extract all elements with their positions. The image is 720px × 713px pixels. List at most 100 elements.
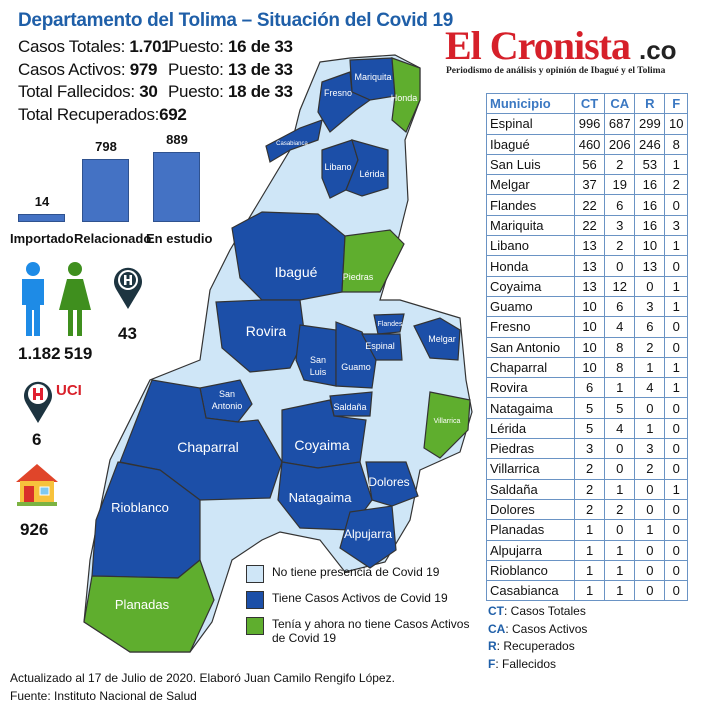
cell-value: 1 — [664, 235, 688, 257]
map-label-honda: Honda — [391, 93, 418, 103]
cell-value: 1 — [664, 377, 688, 399]
map-label-alpujarra: Alpujarra — [344, 527, 392, 541]
cell-value: 0 — [634, 275, 666, 297]
cell-value: 246 — [634, 133, 666, 155]
rank-label: Puesto: — [168, 37, 228, 56]
municipality-name: Espinal — [486, 113, 575, 135]
municipality-name: Rovira — [486, 377, 575, 399]
logo-name: El Cronista — [445, 23, 631, 68]
table-row: Chaparral 10 8 1 1 — [486, 356, 688, 379]
municipality-name: Ibagué — [486, 133, 575, 155]
municipality-name: Libano — [486, 235, 575, 257]
map-espinal — [360, 333, 403, 361]
cell-value: 8 — [604, 356, 636, 379]
map-dolores — [365, 461, 419, 507]
cell-value: 0 — [634, 478, 666, 500]
map-legend: No tiene presencia de Covid 19 Tiene Cas… — [246, 565, 476, 653]
table-row: Mariquita 22 3 16 3 — [486, 214, 688, 237]
men-count: 1.182 — [18, 344, 61, 363]
table-row: Coyaima 13 12 0 1 — [486, 275, 688, 297]
map-label-rioblanco: Rioblanco — [111, 500, 169, 515]
municipality-name: Piedras — [486, 438, 575, 460]
municipality-name: Honda — [486, 255, 575, 277]
cell-value: 37 — [573, 174, 606, 196]
cell-value: 1 — [573, 519, 606, 541]
map-label-fresno: Fresno — [324, 88, 352, 98]
cell-value: 1 — [604, 377, 636, 399]
cell-value: 4 — [604, 417, 636, 440]
cell-value: 0 — [664, 458, 688, 480]
cell-value: 299 — [634, 113, 666, 135]
cell-value: 16 — [634, 194, 666, 216]
cell-value: 0 — [604, 255, 636, 277]
municipality-name: Lérida — [486, 417, 575, 440]
bar-importado — [18, 214, 65, 222]
map-flandes — [373, 313, 405, 335]
cell-value: 6 — [573, 377, 606, 399]
cell-value: 1 — [604, 539, 636, 561]
column-header: F — [664, 92, 688, 115]
cell-value: 2 — [634, 336, 666, 358]
cell-value: 0 — [664, 580, 688, 602]
cell-value: 13 — [573, 235, 606, 257]
map-piedras — [341, 229, 405, 293]
cell-value: 0 — [664, 194, 688, 216]
footer-updated: Actualizado al 17 de Julio de 2020. Elab… — [10, 671, 395, 685]
table-row: Flandes 22 6 16 0 — [486, 194, 688, 216]
cell-value: 996 — [573, 113, 606, 135]
map-label-chaparral: Chaparral — [177, 439, 238, 455]
stat-value: 979 — [129, 59, 158, 79]
cell-value: 8 — [664, 133, 688, 155]
rank-value: 13 de 33 — [227, 59, 293, 79]
map-label-natagaima: Natagaima — [289, 490, 353, 505]
map-lerida — [345, 139, 389, 197]
cell-value: 22 — [573, 214, 606, 237]
uci-count: 6 — [32, 430, 42, 449]
cell-value: 1 — [604, 478, 636, 500]
bar-en-estudio — [153, 152, 200, 222]
column-header: R — [634, 92, 666, 115]
table-row: San Luis 56 2 53 1 — [486, 153, 688, 176]
cell-value: 1 — [664, 295, 688, 318]
cell-value: 0 — [604, 438, 636, 460]
table-row: Espinal 996 687 299 10 — [486, 113, 688, 135]
cell-value: 3 — [664, 214, 688, 237]
map-label-sanluis-2: Luis — [310, 367, 327, 377]
cell-value: 5 — [604, 397, 636, 419]
cell-value: 1 — [604, 580, 636, 602]
rank-label: Puesto: — [168, 82, 228, 101]
cell-value: 53 — [634, 153, 666, 176]
stat-label: Casos Totales: — [18, 37, 130, 56]
table-row: Fresno 10 4 6 0 — [486, 316, 688, 338]
stat-value: 30 — [139, 82, 158, 101]
table-row: Melgar 37 19 16 2 — [486, 174, 688, 196]
table-row: Piedras 3 0 3 0 — [486, 438, 688, 460]
woman-icon — [59, 262, 91, 336]
legend-item: Tenía y ahora no tiene Casos Activos de … — [246, 617, 476, 645]
cell-value: 1 — [634, 356, 666, 379]
cell-value: 1 — [604, 559, 636, 582]
cell-value: 5 — [573, 397, 606, 419]
map-label-mariquita: Mariquita — [354, 72, 391, 82]
cell-value: 0 — [664, 519, 688, 541]
legend-item: No tiene presencia de Covid 19 — [246, 565, 476, 583]
map-label-sanluis-1: San — [310, 355, 326, 365]
cell-value: 10 — [573, 316, 606, 338]
cell-value: 0 — [634, 580, 666, 602]
footer-source: Fuente: Instituto Nacional de Salud — [10, 689, 197, 703]
cell-value: 3 — [634, 438, 666, 460]
municipality-name: Flandes — [486, 194, 575, 216]
logo-suffix: .co — [638, 35, 677, 65]
table-row: Dolores 2 2 0 0 — [486, 498, 688, 521]
home-icon — [16, 464, 58, 506]
map-planadas — [83, 558, 215, 653]
map-label-casabianca: Casabianca — [276, 141, 308, 147]
cell-value: 460 — [573, 133, 606, 155]
map-fresno — [317, 71, 372, 133]
table-row: Honda 13 0 13 0 — [486, 255, 688, 277]
cell-value: 6 — [604, 295, 636, 318]
map-label-guamo: Guamo — [341, 362, 371, 372]
municipality-name: Saldaña — [486, 478, 575, 500]
home-isolation-count: 926 — [20, 520, 49, 539]
cell-value: 13 — [573, 275, 606, 297]
